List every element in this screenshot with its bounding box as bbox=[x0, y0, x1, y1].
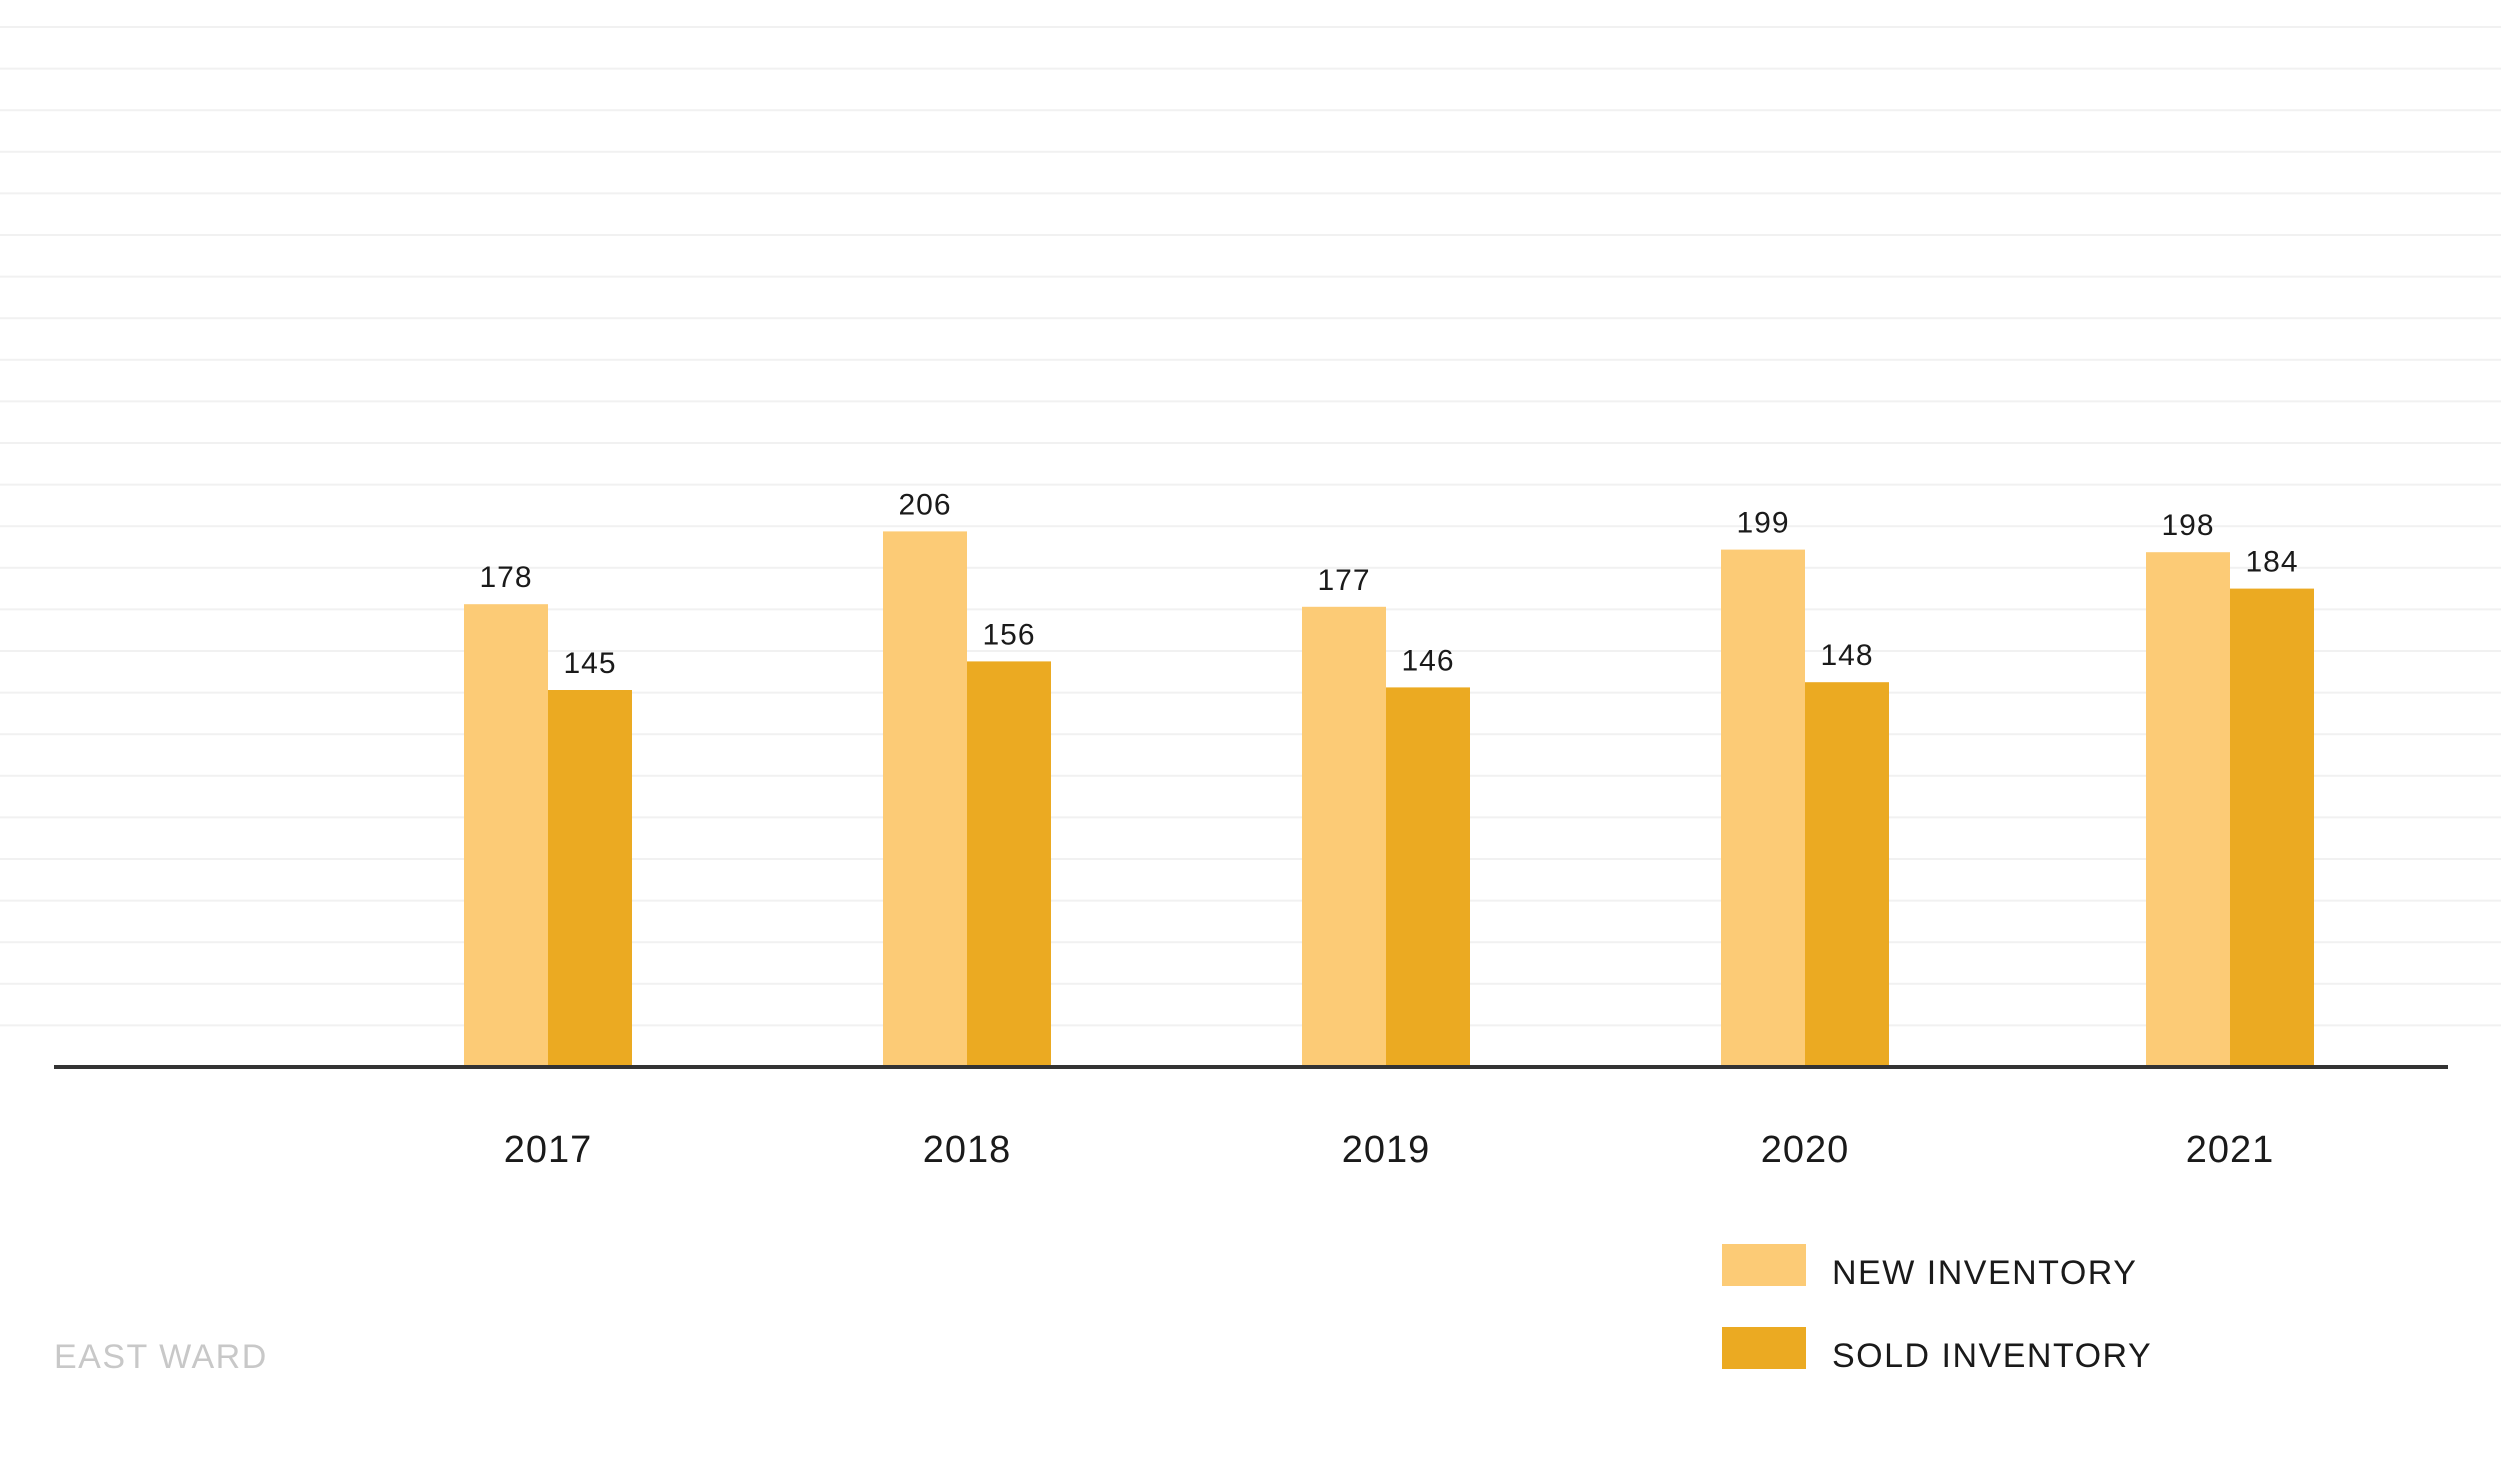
bar-sold-inventory-2017 bbox=[548, 690, 632, 1067]
data-label-sold-inventory-2018: 156 bbox=[982, 618, 1035, 651]
bars bbox=[464, 531, 2314, 1067]
data-label-sold-inventory-2017: 145 bbox=[563, 647, 616, 680]
x-tick-label-2020: 2020 bbox=[1761, 1129, 1850, 1171]
bar-sold-inventory-2020 bbox=[1805, 682, 1889, 1067]
x-tick-label-2019: 2019 bbox=[1342, 1129, 1431, 1171]
footer-region-label: EAST WARD bbox=[54, 1338, 268, 1376]
bar-new-inventory-2020 bbox=[1721, 549, 1805, 1067]
data-label-new-inventory-2017: 178 bbox=[479, 561, 532, 594]
bar-sold-inventory-2018 bbox=[967, 661, 1051, 1067]
bar-new-inventory-2019 bbox=[1302, 606, 1386, 1067]
data-label-sold-inventory-2020: 148 bbox=[1820, 639, 1873, 672]
x-tick-label-2018: 2018 bbox=[923, 1129, 1012, 1171]
legend: NEW INVENTORY SOLD INVENTORY bbox=[1722, 1244, 2152, 1410]
legend-label-new-inventory: NEW INVENTORY bbox=[1832, 1253, 2138, 1292]
bar-new-inventory-2017 bbox=[464, 604, 548, 1067]
legend-label-sold-inventory: SOLD INVENTORY bbox=[1832, 1336, 2153, 1375]
gridlines bbox=[0, 26, 2501, 1027]
legend-swatch-sold-inventory bbox=[1722, 1327, 1806, 1369]
legend-item-sold-inventory: SOLD INVENTORY bbox=[1722, 1327, 2152, 1375]
data-label-sold-inventory-2021: 184 bbox=[2245, 546, 2298, 579]
data-label-sold-inventory-2019: 146 bbox=[1401, 644, 1454, 677]
data-label-new-inventory-2019: 177 bbox=[1317, 564, 1370, 597]
data-label-new-inventory-2018: 206 bbox=[898, 488, 951, 521]
x-axis-tick-labels: 2017 2018 2019 2020 2021 bbox=[504, 1129, 2275, 1171]
data-label-new-inventory-2020: 199 bbox=[1736, 507, 1789, 540]
data-label-new-inventory-2021: 198 bbox=[2161, 509, 2214, 542]
legend-swatch-new-inventory bbox=[1722, 1244, 1806, 1286]
x-tick-label-2021: 2021 bbox=[2186, 1129, 2275, 1171]
bar-new-inventory-2021 bbox=[2146, 552, 2230, 1067]
legend-item-new-inventory: NEW INVENTORY bbox=[1722, 1244, 2152, 1292]
value-labels: 178 145 206 156 177 146 199 148 198 184 bbox=[479, 488, 2298, 680]
bar-new-inventory-2018 bbox=[883, 531, 967, 1067]
x-tick-label-2017: 2017 bbox=[504, 1129, 593, 1171]
bar-sold-inventory-2021 bbox=[2230, 588, 2314, 1067]
bar-sold-inventory-2019 bbox=[1386, 687, 1470, 1067]
